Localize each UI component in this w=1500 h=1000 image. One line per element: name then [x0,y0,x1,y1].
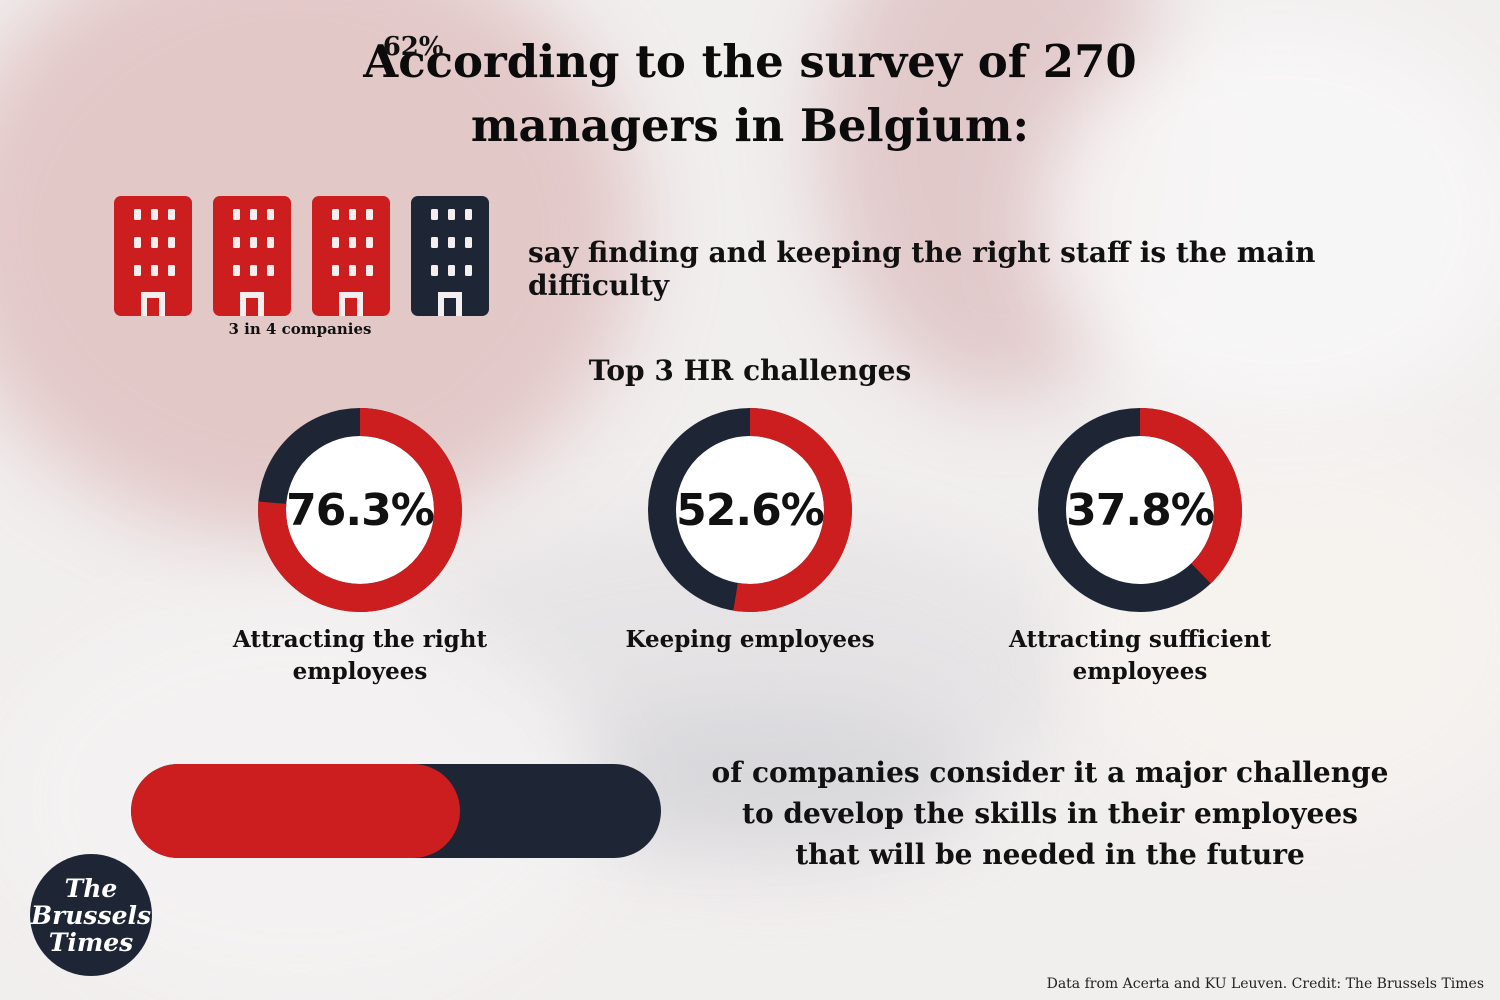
donut-label-line: Attracting the right [232,626,488,653]
donut-label: Attracting sufficient employees [990,624,1290,688]
donut-label-line: employees [1072,658,1208,685]
title-line-2: managers in Belgium: [470,99,1030,152]
donut-slice [258,408,462,612]
donut-slice [648,408,852,612]
title-line-1: According to the survey of 270 [363,35,1137,88]
skills-caption-line: that will be needed in the future [795,838,1305,871]
logo-line: Brussels [30,900,152,930]
companies-label: 3 in 4 companies [228,320,372,338]
skills-caption: of companies consider it a major challen… [700,752,1400,875]
donut-value: 37.8% [1066,484,1215,536]
donut-label-line: Attracting sufficient [1009,626,1271,653]
logo-line: The [64,873,118,903]
section-title: Top 3 HR challenges [588,354,912,387]
donut-value: 76.3% [286,484,435,536]
skills-caption-line: to develop the skills in their employees [742,797,1358,830]
donut-chart: 76.3% [255,405,465,615]
building-icon [312,196,390,316]
brussels-times-logo: The Brussels Times [30,854,152,976]
logo-line: Times [48,927,134,957]
donut-svg [1038,408,1242,612]
companies-statement: say finding and keeping the right staff … [528,236,1316,302]
company-buildings [114,196,494,316]
donut-svg [258,408,462,612]
donut-label: Keeping employees [600,624,900,656]
page-title: According to the survey of 270 managers … [250,30,1250,158]
skills-bar-fill [131,764,460,858]
donut-value: 52.6% [676,484,825,536]
donut-slice [1038,408,1242,612]
donut-chart: 37.8% [1035,405,1245,615]
skills-bar-value: 62% [382,32,444,62]
credit-text: Data from Acerta and KU Leuven. Credit: … [1046,976,1484,992]
donut-chart: 52.6% [645,405,855,615]
donut-label-line: employees [292,658,428,685]
skills-caption-line: of companies consider it a major challen… [711,756,1389,789]
building-icon [411,196,489,316]
building-icon [114,196,192,316]
skills-bar [131,764,661,858]
donut-label: Attracting the right employees [210,624,510,688]
building-icon [213,196,291,316]
donut-label-line: Keeping employees [625,626,875,653]
donut-svg [648,408,852,612]
